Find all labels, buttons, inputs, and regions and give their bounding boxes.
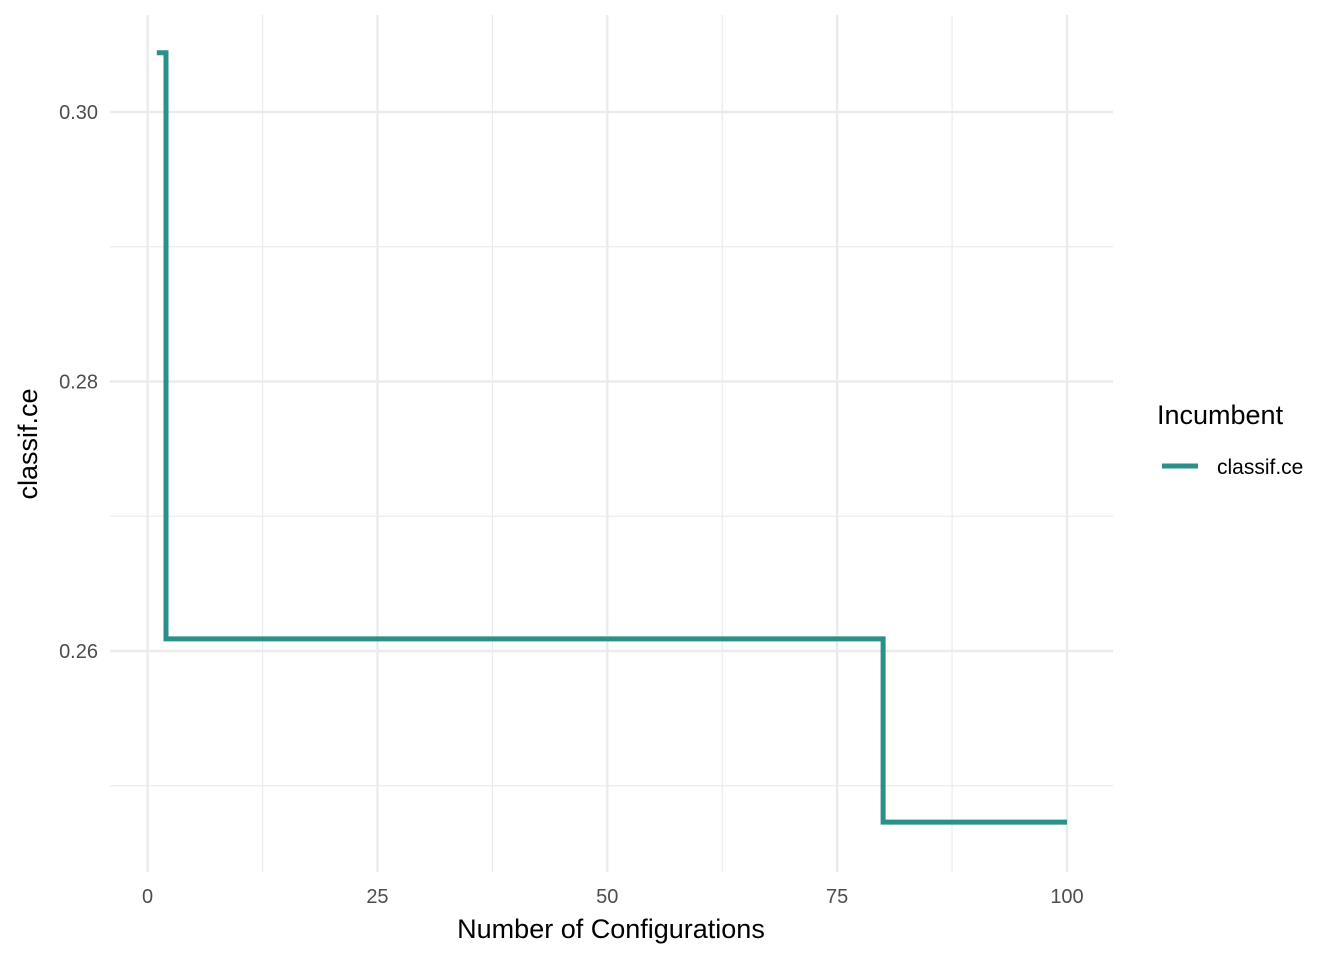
grid-major [110, 15, 1113, 872]
x-axis-title: Number of Configurations [457, 914, 765, 944]
y-tick-label: 0.28 [59, 372, 98, 394]
legend-title: Incumbent [1157, 400, 1284, 430]
y-tick-labels: 0.26 0.28 0.30 [59, 102, 98, 663]
y-tick-label: 0.26 [59, 641, 98, 663]
legend: Incumbent classif.ce [1157, 400, 1303, 479]
x-tick-label: 75 [826, 886, 848, 908]
x-tick-labels: 0 25 50 75 100 [142, 886, 1084, 908]
x-tick-label: 100 [1050, 886, 1083, 908]
series-layer [156, 50, 1067, 825]
x-tick-label: 50 [596, 886, 618, 908]
grid-minor [110, 15, 1113, 872]
series-line [156, 50, 1067, 825]
y-axis-title: classif.ce [13, 388, 43, 499]
x-tick-label: 0 [142, 886, 153, 908]
legend-label: classif.ce [1217, 456, 1303, 479]
y-tick-label: 0.30 [59, 102, 98, 124]
x-tick-label: 25 [366, 886, 388, 908]
